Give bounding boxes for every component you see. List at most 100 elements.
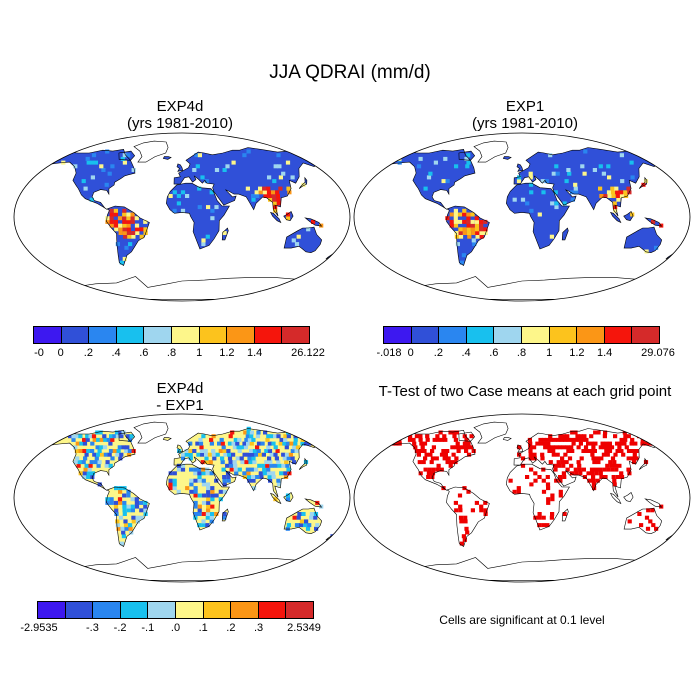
grid-cell: [104, 182, 109, 187]
grid-cell: [627, 519, 632, 524]
land-greenland: [134, 422, 169, 444]
grid-cell: [126, 493, 131, 498]
grid-cell: [113, 504, 119, 509]
grid-cell: [110, 164, 115, 169]
grid-cell: [210, 497, 215, 502]
coastline-borneo: [283, 211, 294, 222]
grid-cell: [586, 441, 591, 446]
grid-cell: [128, 242, 133, 247]
grid-cell: [242, 452, 247, 457]
grid-cell: [113, 208, 118, 213]
grid-cell: [474, 216, 479, 221]
grid-cell: [300, 441, 305, 446]
grid-cell: [139, 508, 144, 513]
grid-cell: [198, 441, 204, 446]
grid-cell: [201, 482, 206, 487]
grid-cell: [466, 216, 471, 221]
grid-cell: [466, 219, 471, 224]
grid-cell: [246, 441, 251, 446]
grid-cell: [558, 434, 563, 439]
grid-cell: [301, 182, 306, 187]
colorbar-label: .4: [461, 347, 471, 359]
land-eurasia: [514, 147, 662, 217]
grid-cell: [595, 456, 600, 461]
grid-cell: [512, 489, 517, 494]
grid-cell: [281, 171, 286, 176]
grid-cell: [114, 486, 119, 491]
grid-cell: [201, 512, 206, 516]
grid-cell: [122, 493, 127, 498]
coastline-greenland: [473, 421, 509, 444]
panel-title-line2: (yrs 1981-2010): [127, 115, 233, 132]
grid-cell: [651, 523, 656, 528]
grid-cell: [104, 463, 109, 468]
grid-cell: [54, 434, 59, 439]
grid-cell: [470, 219, 475, 224]
grid-cell: [423, 186, 428, 191]
grid-cell: [278, 175, 283, 180]
grid-cell: [227, 452, 232, 457]
grid-cell: [87, 467, 92, 472]
grid-cell: [172, 482, 177, 487]
coastline-baffin: [458, 431, 476, 442]
grid-cell: [466, 452, 472, 457]
coastline-britain: [176, 163, 184, 172]
grid-cell: [550, 445, 555, 450]
grid-cell: [122, 231, 127, 235]
grid-cell: [633, 441, 638, 446]
grid-cell: [630, 175, 635, 180]
grid-cell: [294, 242, 300, 247]
grid-cell: [538, 437, 543, 442]
grid-cell: [96, 463, 101, 468]
grid-cell: [606, 190, 612, 195]
grid-cell: [471, 238, 476, 243]
grid-cell: [554, 164, 559, 169]
grid-cell: [222, 475, 227, 479]
grid-cell: [177, 449, 182, 453]
grid-cell: [422, 449, 427, 453]
grid-cell: [587, 478, 592, 483]
grid-cell: [273, 463, 278, 468]
grid-cell: [606, 467, 611, 472]
grid-cell: [265, 463, 270, 468]
grid-cell: [131, 168, 136, 172]
grid-cell: [214, 493, 219, 498]
grid-cell: [209, 437, 214, 442]
grid-cell: [630, 449, 635, 453]
grid-cell: [134, 497, 139, 502]
grid-cell: [577, 467, 582, 472]
grid-cell: [102, 434, 107, 439]
grid-cell: [441, 449, 446, 453]
grid-cell: [218, 489, 223, 494]
grid-cell: [604, 449, 609, 453]
grid-cell: [306, 227, 311, 232]
grid-cell: [599, 456, 604, 461]
grid-cell: [92, 452, 97, 457]
colorbar-segment: [258, 602, 287, 618]
grid-cell: [439, 467, 444, 472]
grid-cell: [517, 175, 522, 180]
grid-cell: [520, 197, 526, 202]
grid-cell: [116, 526, 121, 531]
grid-cell: [114, 508, 119, 513]
grid-cell: [583, 445, 589, 450]
grid-cell: [612, 460, 617, 465]
grid-cell: [114, 227, 119, 232]
grid-cell: [453, 208, 458, 213]
grid-cell: [599, 194, 604, 198]
grid-cell: [197, 478, 202, 483]
grid-cell: [466, 231, 472, 235]
grid-cell: [543, 445, 548, 450]
grid-cell: [641, 182, 646, 187]
grid-cell: [222, 515, 227, 520]
grid-cell: [126, 434, 131, 439]
grid-cell: [466, 160, 471, 165]
grid-cell: [219, 437, 224, 442]
grid-cell: [126, 231, 132, 235]
grid-cell: [637, 512, 642, 516]
grid-cell: [566, 168, 571, 172]
grid-cell: [266, 471, 272, 476]
grid-cell: [114, 512, 119, 516]
coastline-sumatra: [610, 211, 622, 224]
grid-cell: [201, 493, 207, 498]
